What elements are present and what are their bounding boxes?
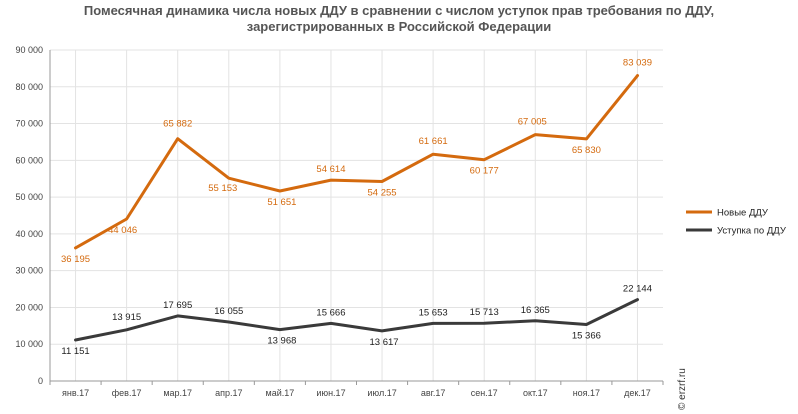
series-lines — [74, 74, 639, 342]
data-label-cession-ddu: 15 713 — [470, 307, 499, 318]
data-label-new-ddu: 44 046 — [108, 225, 137, 236]
data-label-cession-ddu: 13 915 — [112, 312, 141, 323]
y-axis-ticks: 0 10 000 20 000 30 000 40 000 50 000 60 000 70 … — [15, 45, 43, 386]
y-tick-label: 90 000 — [15, 45, 43, 55]
data-label-cession-ddu: 11 151 — [61, 346, 89, 357]
y-tick-label: 40 000 — [15, 229, 43, 239]
y-tick-label: 20 000 — [15, 302, 43, 312]
x-tick-label: июн.17 — [316, 388, 345, 398]
y-tick-label: 50 000 — [15, 192, 43, 202]
x-tick-label: фев.17 — [112, 388, 142, 398]
data-label-new-ddu: 54 614 — [316, 164, 345, 175]
chart-title-line-1: Помесячная динамика числа новых ДДУ в ср… — [83, 3, 715, 18]
data-label-new-ddu: 54 255 — [368, 187, 397, 198]
x-tick-label: мар.17 — [163, 388, 192, 398]
watermark-text: © erzrf.ru — [677, 368, 688, 410]
data-label-new-ddu: 51 651 — [267, 197, 296, 208]
data-label-new-ddu: 65 830 — [572, 145, 601, 156]
series-line-cession-ddu — [74, 298, 639, 342]
y-tick-label: 0 — [38, 376, 43, 386]
legend: Новые ДДУ Уступка по ДДУ — [686, 208, 787, 237]
data-label-cession-ddu: 15 666 — [316, 307, 345, 318]
x-tick-label: дек.17 — [624, 388, 651, 398]
x-tick-label: янв.17 — [62, 388, 89, 398]
data-label-cession-ddu: 15 653 — [419, 307, 448, 318]
data-label-cession-ddu: 13 968 — [267, 336, 296, 347]
x-tick-label: окт.17 — [523, 388, 548, 398]
series-line-new-ddu — [74, 74, 639, 250]
chart-title-line-2: зарегистрированных в Российской Федераци… — [246, 19, 552, 34]
data-label-new-ddu: 67 005 — [518, 117, 547, 128]
y-tick-label: 30 000 — [15, 266, 43, 276]
data-label-new-ddu: 83 039 — [623, 58, 652, 69]
data-label-new-ddu: 55 153 — [208, 183, 237, 194]
y-tick-label: 10 000 — [15, 339, 43, 349]
x-tick-label: апр.17 — [215, 388, 242, 398]
data-label-new-ddu: 65 882 — [163, 119, 192, 130]
x-tick-label: ноя.17 — [573, 388, 600, 398]
legend-label-cession-ddu: Уступка по ДДУ — [717, 226, 787, 237]
data-label-cession-ddu: 13 617 — [370, 337, 399, 348]
data-label-cession-ddu: 17 695 — [163, 300, 192, 311]
x-tick-label: сен.17 — [471, 388, 498, 398]
legend-label-new-ddu: Новые ДДУ — [717, 208, 769, 219]
y-tick-label: 60 000 — [15, 155, 43, 165]
data-label-new-ddu: 61 661 — [419, 136, 448, 147]
x-tick-label: июл.17 — [367, 388, 396, 398]
gridlines — [50, 49, 663, 381]
data-label-new-ddu: 36 195 — [61, 254, 90, 265]
data-label-cession-ddu: 15 366 — [572, 330, 601, 341]
y-tick-label: 70 000 — [15, 119, 43, 129]
y-tick-label: 80 000 — [15, 82, 43, 92]
x-axis-ticks: янв.17 фев.17 мар.17 апр.17 май.17 июн.17 июл.… — [62, 388, 651, 398]
x-tick-label: авг.17 — [421, 388, 445, 398]
axes — [49, 50, 664, 385]
data-label-cession-ddu: 16 365 — [521, 305, 550, 316]
data-label-cession-ddu: 22 144 — [623, 284, 652, 295]
data-label-new-ddu: 60 177 — [470, 166, 499, 177]
data-label-cession-ddu: 16 055 — [214, 306, 243, 317]
data-labels: 36 195 44 046 65 882 55 153 51 651 54 614 54 2… — [61, 58, 652, 357]
x-tick-label: май.17 — [266, 388, 295, 398]
